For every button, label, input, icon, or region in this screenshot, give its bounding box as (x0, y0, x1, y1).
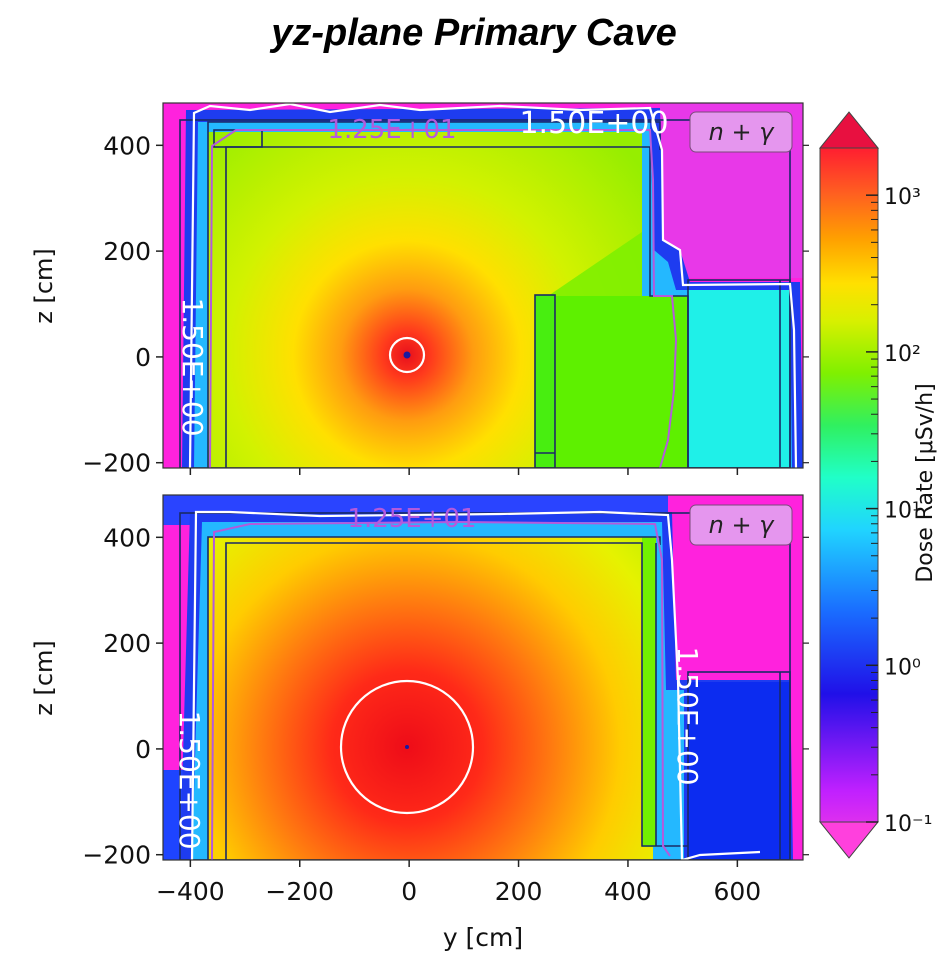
xtick-label: −400 (156, 877, 225, 906)
contour-label-1p5-bottom-right: 1.50E+00 (671, 646, 704, 785)
colorbar-tick-label: 10⁻¹ (884, 812, 932, 837)
source-contour-inner (388, 336, 426, 374)
contour-label-12p5-top: 1.25E+01 (327, 115, 456, 145)
xtick-label: 200 (495, 877, 543, 906)
colorbar (820, 148, 878, 822)
bottom-ylabel: z [cm] (30, 640, 58, 716)
xtick-label: 600 (713, 877, 761, 906)
figure-title: yz-plane Primary Cave (271, 12, 677, 54)
contour-1p5 (188, 103, 798, 468)
contour-12p5 (209, 129, 678, 468)
colorbar-tick-label: 10² (884, 342, 921, 367)
source-point (405, 745, 409, 749)
label-box-bottom-text: n + γ (709, 511, 776, 539)
colorbar-top-arrow (818, 111, 880, 149)
outside-lower-left (163, 770, 183, 860)
top-panel-frame (162, 102, 804, 469)
contour-label-1p5-top-left: 1.50E+00 (176, 297, 209, 436)
concrete-block (535, 295, 555, 468)
top-panel-heatmap (163, 103, 803, 468)
ytick-label: 400 (103, 523, 151, 552)
ytick-label: −200 (82, 449, 151, 478)
label-box-top-text: n + γ (709, 118, 776, 146)
ytick-label: 0 (135, 735, 151, 764)
xtick-label: 400 (604, 877, 652, 906)
contour-label-1p5-top: 1.50E+00 (519, 106, 668, 141)
contour-1p5 (190, 510, 761, 860)
source-contour-inner (339, 679, 475, 815)
colorbar-tick-label: 10¹ (884, 499, 921, 524)
room (208, 537, 653, 860)
colorbar-frame (819, 147, 879, 823)
bottom-panel-frame (162, 494, 804, 861)
xtick-label: −200 (265, 877, 334, 906)
top-ylabel: z [cm] (30, 248, 58, 324)
colorbar-tick-label: 10⁰ (884, 655, 921, 680)
label-box-top (689, 111, 793, 153)
side-room (688, 290, 791, 468)
ytick-label: 200 (103, 237, 151, 266)
ytick-label: 0 (135, 343, 151, 372)
source-point (403, 351, 411, 359)
ytick-label: −200 (82, 841, 151, 870)
xtick-label: 0 (401, 877, 417, 906)
bottom-panel-heatmap (163, 495, 803, 860)
concrete-column (642, 537, 656, 847)
ytick-label: 400 (103, 131, 151, 160)
geometry-outlines (179, 512, 791, 860)
label-box-bottom (689, 504, 793, 546)
contour-label-1p5-bottom-left: 1.50E+00 (173, 710, 206, 849)
ytick-label: 200 (103, 629, 151, 658)
contour-12p5 (211, 520, 671, 860)
colorbar-tick-label: 10³ (884, 185, 921, 210)
colorbar-bottom-arrow (818, 821, 880, 859)
colorbar-label: Dose Rate [μSv/h] (913, 383, 938, 582)
side-room (688, 682, 790, 860)
bottom-xlabel: y [cm] (443, 923, 523, 952)
corridor (556, 296, 688, 468)
contour-label-12p5-bottom: 1.25E+01 (347, 504, 476, 534)
